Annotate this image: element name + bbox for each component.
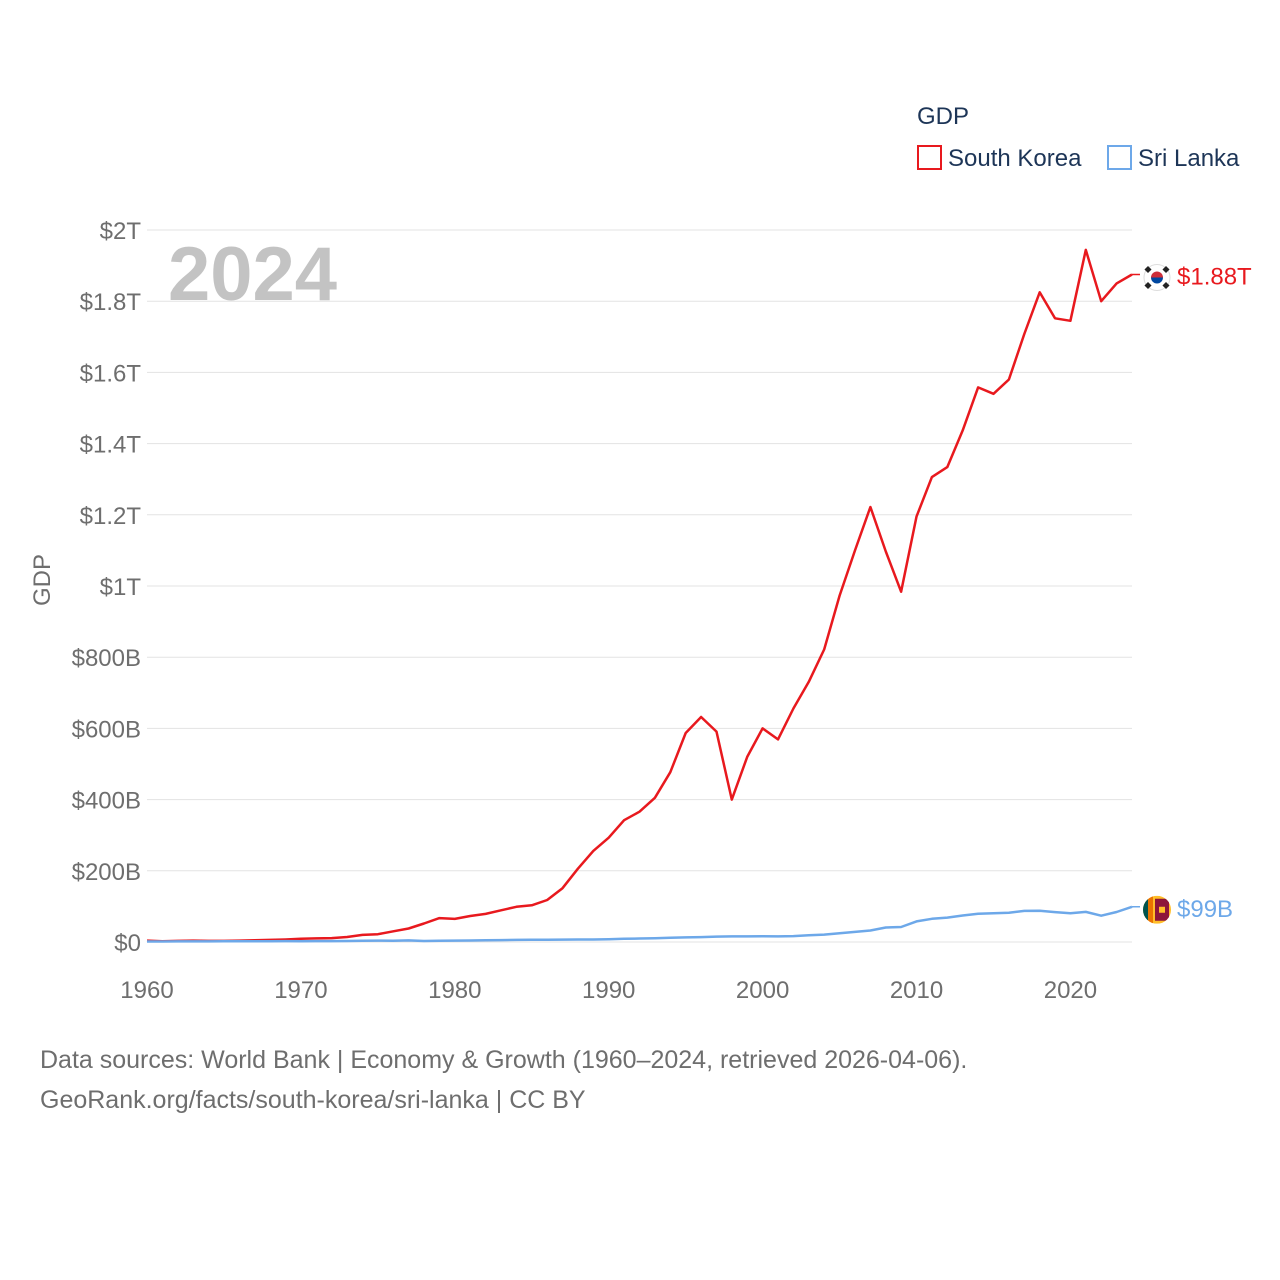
legend[interactable]: GDP South Korea Sri Lanka (917, 103, 1240, 172)
y-axis-ticks: $0 $200B $400B $600B $800B $1T $1.2T $1.4T $1.6T… (72, 218, 142, 957)
source-footer: Data sources: World Bank | Economy & Gro… (40, 1040, 967, 1120)
x-tick-label: 1970 (274, 977, 327, 1004)
x-tick-label: 2020 (1044, 977, 1097, 1004)
y-tick-label: $1T (100, 574, 142, 601)
y-tick-label: $1.6T (80, 360, 142, 387)
x-tick-label: 1960 (120, 977, 173, 1004)
legend-swatch-south-korea (917, 145, 942, 170)
series-lines (146, 248, 1133, 943)
source-line-1: Data sources: World Bank | Economy & Gro… (40, 1046, 968, 1074)
end-label-south-korea: $1.88T (1177, 264, 1252, 291)
x-tick-label: 1980 (428, 977, 481, 1004)
legend-label-south-korea: South Korea (948, 145, 1082, 172)
series-end-labels: $1.88T $99B (1132, 264, 1252, 924)
y-tick-label: $1.2T (80, 503, 142, 530)
y-tick-label: $2T (100, 218, 142, 245)
year-watermark: 2024 (168, 232, 337, 317)
legend-item-sri-lanka[interactable]: Sri Lanka (1107, 145, 1240, 172)
y-tick-label: $600B (72, 716, 141, 743)
sri-lanka-flag-icon (1143, 895, 1171, 924)
legend-title: GDP (917, 103, 969, 130)
y-tick-label: $200B (72, 859, 141, 886)
legend-label-sri-lanka: Sri Lanka (1138, 145, 1240, 172)
y-axis-label: GDP (29, 554, 56, 606)
gridlines (147, 229, 1132, 943)
legend-swatch-sri-lanka (1107, 145, 1132, 170)
x-axis-ticks: 1960 1970 1980 1990 2000 2010 2020 (120, 977, 1097, 1004)
legend-item-south-korea[interactable]: South Korea (917, 145, 1082, 172)
x-tick-label: 1990 (582, 977, 635, 1004)
y-tick-label: $400B (72, 788, 141, 815)
source-line-2[interactable]: GeoRank.org/facts/south-korea/sri-lanka … (40, 1086, 586, 1114)
end-label-sri-lanka: $99B (1177, 896, 1233, 923)
series-line-sri-lanka (147, 905, 1133, 943)
y-tick-label: $1.8T (80, 289, 142, 316)
series-line-south-korea (146, 248, 1133, 943)
x-tick-label: 2010 (890, 977, 943, 1004)
y-tick-label: $0 (114, 930, 141, 957)
y-tick-label: $800B (72, 645, 141, 672)
south-korea-flag-icon (1143, 264, 1171, 291)
x-tick-label: 2000 (736, 977, 789, 1004)
y-tick-label: $1.4T (80, 432, 142, 459)
